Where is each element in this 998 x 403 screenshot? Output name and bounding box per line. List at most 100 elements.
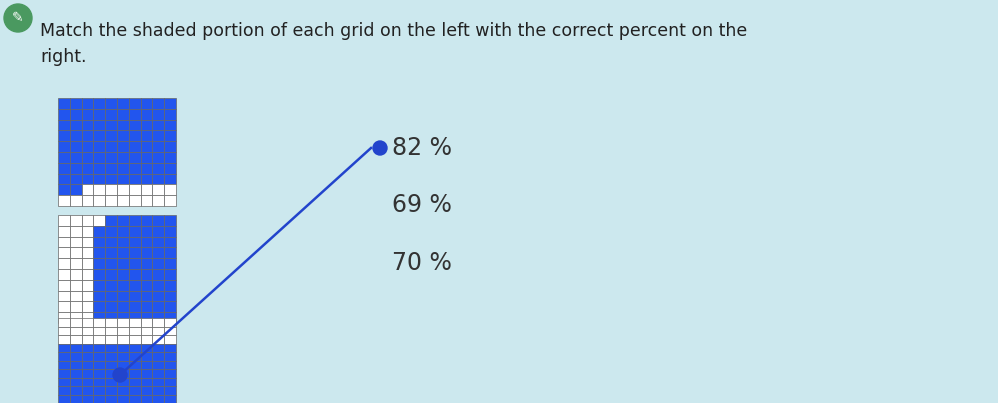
Bar	[82, 185, 94, 195]
Bar	[70, 386, 82, 395]
Bar	[105, 291, 117, 301]
Bar	[105, 195, 117, 206]
Bar	[141, 318, 153, 326]
Bar	[153, 174, 165, 185]
Bar	[117, 369, 129, 378]
Bar	[141, 247, 153, 258]
Bar	[105, 343, 117, 352]
Bar	[105, 98, 117, 109]
Bar	[141, 326, 153, 335]
Bar	[94, 247, 105, 258]
Bar	[70, 163, 82, 174]
Bar	[94, 109, 105, 120]
Bar	[58, 352, 70, 361]
Bar	[129, 247, 141, 258]
Bar	[165, 247, 176, 258]
Bar	[153, 226, 165, 237]
Bar	[117, 280, 129, 291]
Bar	[94, 291, 105, 301]
Bar	[94, 378, 105, 386]
Bar	[117, 312, 129, 323]
Bar	[141, 195, 153, 206]
Bar	[141, 120, 153, 131]
Bar	[94, 301, 105, 312]
Bar	[165, 163, 176, 174]
Text: 82 %: 82 %	[392, 136, 452, 160]
Bar	[153, 152, 165, 163]
Bar	[129, 98, 141, 109]
Bar	[82, 280, 94, 291]
Bar	[105, 226, 117, 237]
Text: Match the shaded portion of each grid on the left with the correct percent on th: Match the shaded portion of each grid on…	[40, 22, 748, 40]
Bar	[82, 258, 94, 269]
Bar	[165, 215, 176, 226]
Bar	[94, 195, 105, 206]
Bar	[94, 131, 105, 141]
Bar	[153, 141, 165, 152]
Bar	[117, 269, 129, 280]
Bar	[105, 378, 117, 386]
Bar	[105, 318, 117, 326]
Bar	[165, 120, 176, 131]
Bar	[94, 152, 105, 163]
Bar	[153, 163, 165, 174]
Bar	[70, 343, 82, 352]
Bar	[129, 237, 141, 247]
Bar	[153, 215, 165, 226]
Bar	[94, 141, 105, 152]
Bar	[165, 378, 176, 386]
Bar	[94, 280, 105, 291]
Text: 70 %: 70 %	[392, 251, 452, 275]
Bar	[153, 98, 165, 109]
Text: ✎: ✎	[12, 11, 24, 25]
Bar	[117, 343, 129, 352]
Bar	[129, 343, 141, 352]
Bar	[94, 395, 105, 403]
Bar	[117, 131, 129, 141]
Bar	[141, 258, 153, 269]
Bar	[94, 215, 105, 226]
Bar	[105, 152, 117, 163]
Circle shape	[373, 141, 387, 155]
Bar	[141, 185, 153, 195]
Bar	[117, 120, 129, 131]
Bar	[165, 226, 176, 237]
Bar	[153, 343, 165, 352]
Bar	[70, 280, 82, 291]
Bar	[165, 152, 176, 163]
Bar	[129, 174, 141, 185]
Bar	[70, 369, 82, 378]
Bar	[58, 120, 70, 131]
Bar	[105, 369, 117, 378]
Bar	[165, 258, 176, 269]
Bar	[70, 258, 82, 269]
Bar	[58, 386, 70, 395]
Bar	[70, 269, 82, 280]
Bar	[165, 291, 176, 301]
Circle shape	[113, 368, 127, 382]
Bar	[153, 378, 165, 386]
Bar	[58, 361, 70, 369]
Bar	[58, 318, 70, 326]
Bar	[94, 335, 105, 343]
Bar	[94, 98, 105, 109]
Bar	[105, 185, 117, 195]
Bar	[82, 352, 94, 361]
Bar	[129, 120, 141, 131]
Bar	[129, 326, 141, 335]
Bar	[165, 335, 176, 343]
Bar	[82, 163, 94, 174]
Bar	[94, 269, 105, 280]
Bar	[58, 312, 70, 323]
Bar	[58, 141, 70, 152]
Bar	[153, 361, 165, 369]
Bar	[105, 237, 117, 247]
Bar	[141, 226, 153, 237]
Bar	[165, 352, 176, 361]
Bar	[58, 335, 70, 343]
Bar	[105, 120, 117, 131]
Bar	[165, 141, 176, 152]
Bar	[82, 312, 94, 323]
Bar	[141, 291, 153, 301]
Bar	[129, 269, 141, 280]
